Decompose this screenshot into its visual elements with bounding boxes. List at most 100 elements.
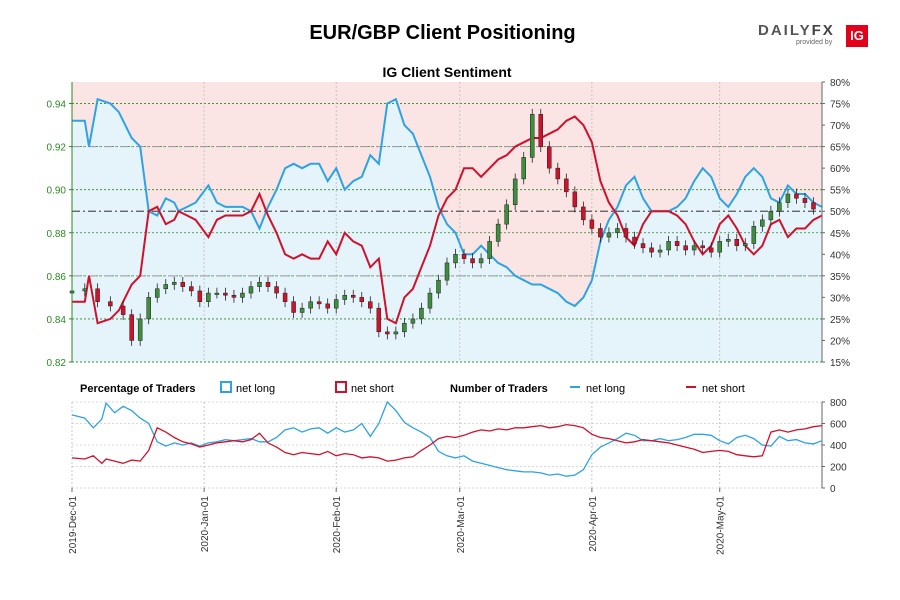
price-candle xyxy=(172,282,177,285)
price-candle xyxy=(802,198,808,203)
net-long-percent-line xyxy=(72,97,823,308)
legend-num-short-label: net short xyxy=(702,383,745,395)
price-tick-label: 0.94 xyxy=(47,100,67,111)
price-candle xyxy=(453,254,458,264)
price-candle xyxy=(487,241,492,259)
price-candle xyxy=(108,301,113,307)
logo-brand-daily: DAILY xyxy=(758,22,812,39)
legend-num-long-label: net long xyxy=(586,383,625,395)
count-tick-label: 400 xyxy=(830,441,847,452)
legend-pct-long-swatch xyxy=(220,381,232,393)
price-candle xyxy=(223,292,228,296)
price-candle xyxy=(760,219,765,227)
price-candle xyxy=(82,288,88,292)
price-candle xyxy=(385,331,390,335)
price-candle xyxy=(623,228,629,238)
price-candle xyxy=(768,210,774,221)
net-long-count-line xyxy=(71,400,823,477)
price-candle xyxy=(444,262,450,281)
legend-number-title: Number of Traders xyxy=(450,383,548,395)
price-candle xyxy=(282,292,288,302)
price-candle xyxy=(785,193,791,203)
logo-brand: DAILYFX xyxy=(758,22,835,39)
legend-pct-short-swatch xyxy=(335,381,347,393)
percent-tick-label: 40% xyxy=(830,250,850,261)
price-candle xyxy=(581,206,586,221)
legend: Percentage of Traders net long net short… xyxy=(80,381,745,395)
price-tick-label: 0.86 xyxy=(47,272,67,283)
price-candle xyxy=(683,245,688,251)
price-candle xyxy=(615,228,620,234)
price-candle xyxy=(632,236,637,244)
logo-brand-fx: FX xyxy=(811,22,835,39)
price-candle xyxy=(478,258,484,264)
price-tick-label: 0.84 xyxy=(47,315,67,326)
price-candle xyxy=(291,301,296,313)
count-tick-label: 200 xyxy=(830,463,847,474)
percent-tick-label: 80% xyxy=(830,78,850,89)
price-candle xyxy=(393,331,399,335)
price-candle xyxy=(427,292,433,309)
price-candle xyxy=(146,297,151,320)
price-candle xyxy=(368,301,373,309)
count-tick-label: 600 xyxy=(830,420,847,431)
price-candle xyxy=(529,114,535,158)
percent-tick-label: 20% xyxy=(830,336,850,347)
price-candle xyxy=(521,157,526,180)
price-candle xyxy=(504,204,509,225)
percent-tick-label: 35% xyxy=(830,272,850,283)
percent-tick-label: 70% xyxy=(830,121,850,132)
legend-percentage-title: Percentage of Traders xyxy=(80,383,196,395)
price-candle xyxy=(257,282,262,287)
price-candle xyxy=(734,238,740,246)
price-candle xyxy=(666,241,671,251)
x-tick-label: 2020-Jan-01 xyxy=(200,496,211,553)
price-candle xyxy=(640,243,646,249)
price-candle xyxy=(691,245,697,251)
price-candle xyxy=(231,294,237,298)
price-candle xyxy=(129,314,134,341)
trader-count-panel: 0 200 400 600 800 xyxy=(71,398,847,495)
x-tick-label: 2020-Feb-01 xyxy=(332,496,343,554)
price-candle xyxy=(265,282,271,287)
price-candle xyxy=(120,305,126,315)
x-tick-label: 2020-Apr-01 xyxy=(588,496,599,552)
percent-tick-label: 60% xyxy=(830,164,850,175)
dailyfx-logo: DAILYFX provided by IG xyxy=(756,22,868,50)
price-candle xyxy=(512,178,518,206)
price-tick-label: 0.88 xyxy=(47,229,67,240)
price-candle xyxy=(206,292,211,302)
price-candle xyxy=(376,307,382,333)
price-candle xyxy=(564,178,569,193)
price-candle xyxy=(299,307,305,313)
price-candle xyxy=(325,303,330,309)
price-candle xyxy=(154,288,160,298)
count-tick-label: 0 xyxy=(830,484,836,495)
net-short-count-line xyxy=(71,423,823,465)
price-candle xyxy=(359,297,365,302)
chart-title: EUR/GBP Client Positioning xyxy=(309,22,576,44)
price-candle xyxy=(240,292,245,298)
price-candle xyxy=(495,223,501,242)
percent-tick-label: 50% xyxy=(830,207,850,218)
price-candle xyxy=(743,243,748,246)
price-candle xyxy=(538,114,543,147)
net-short-percent-line xyxy=(72,115,823,325)
chart-subtitle: IG Client Sentiment xyxy=(382,64,512,80)
legend-pct-long-label: net long xyxy=(236,383,275,395)
price-tick-label: 0.92 xyxy=(47,143,67,154)
price-candle xyxy=(351,294,356,298)
price-candle xyxy=(410,318,416,324)
price-candle xyxy=(180,282,186,287)
percent-tick-label: 65% xyxy=(830,143,850,154)
price-candle xyxy=(598,228,603,238)
price-candle xyxy=(402,322,407,333)
x-tick-label: 2020-Mar-01 xyxy=(456,496,467,554)
ig-logo: IG xyxy=(846,25,868,47)
percent-tick-label: 75% xyxy=(830,100,850,111)
price-candle xyxy=(589,219,595,229)
net-long-area xyxy=(72,99,822,362)
price-candle xyxy=(811,202,816,210)
x-axis: 2019-Dec-01 2020-Jan-01 2020-Feb-01 2020-Ma… xyxy=(68,488,727,555)
